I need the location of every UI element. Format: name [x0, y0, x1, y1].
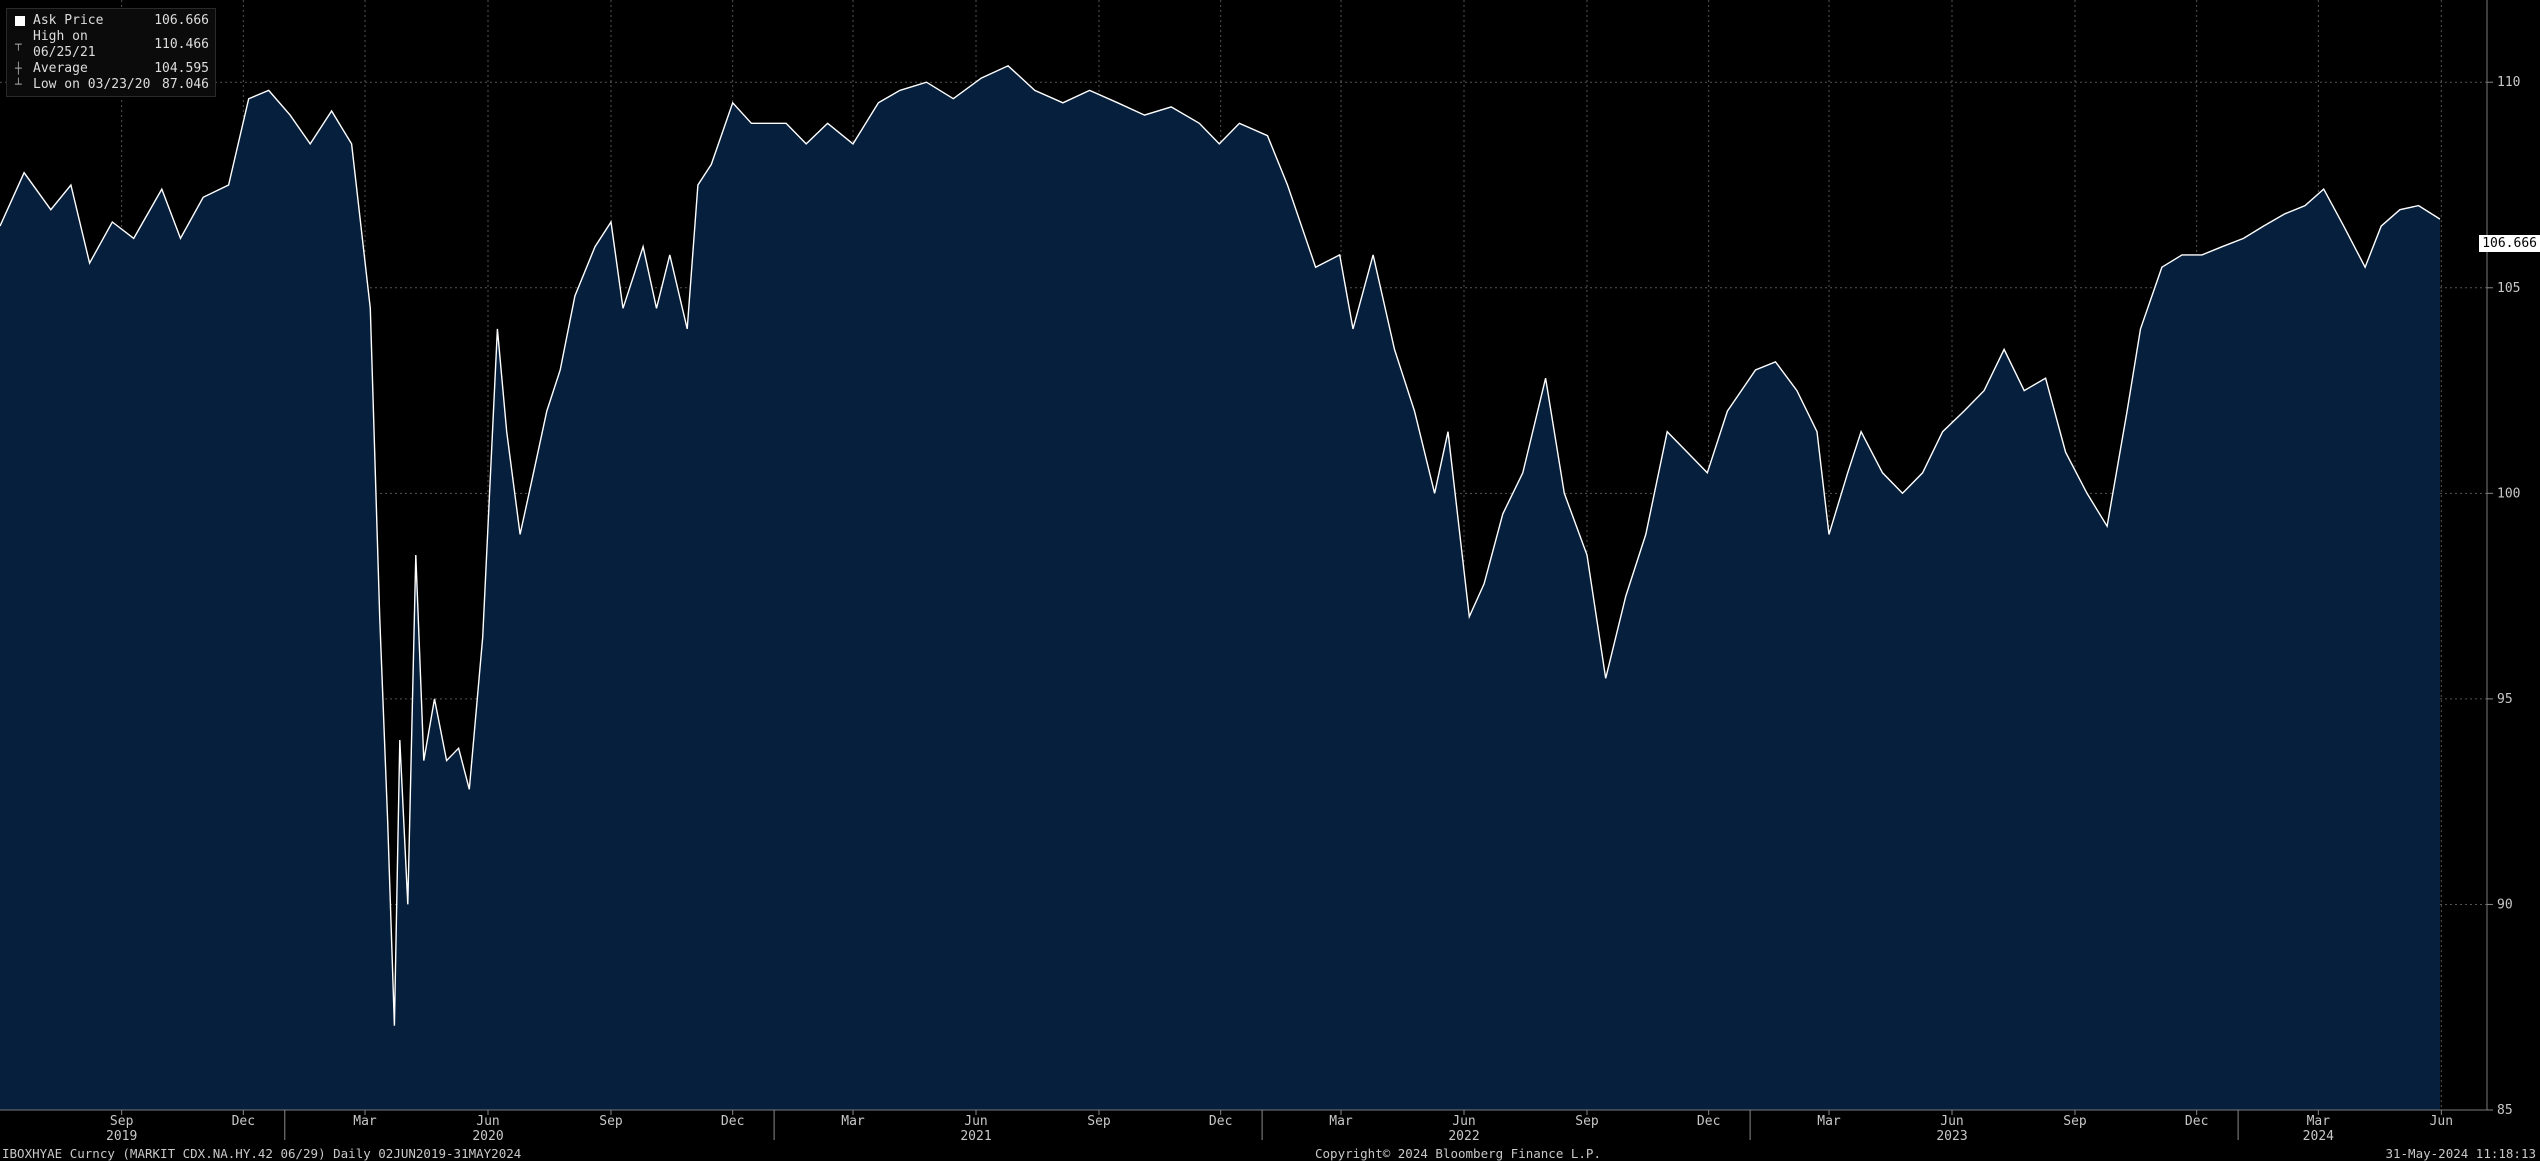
x-tick-label: Jun: [2430, 1114, 2453, 1129]
legend-box: Ask Price 106.666 ┬ High on 06/25/21 110…: [6, 8, 216, 97]
legend-low-label: Low on 03/23/20: [33, 77, 151, 92]
y-tick-label: 105: [2497, 281, 2520, 296]
x-tick-label: Jun: [1452, 1114, 1475, 1129]
legend-row-ask: Ask Price 106.666: [15, 13, 209, 29]
x-tick-label: Mar: [1817, 1114, 1841, 1129]
legend-row-low: ┴ Low on 03/23/20 87.046: [15, 77, 209, 93]
average-marker-icon: ┼: [15, 62, 22, 75]
x-tick-label: Sep: [1087, 1114, 1111, 1129]
x-tick-label: Jun: [964, 1114, 987, 1129]
x-year-label: 2024: [2303, 1129, 2334, 1144]
y-tick-label: 110: [2497, 75, 2520, 90]
legend-avg-value: 104.595: [154, 61, 209, 76]
x-tick-label: Sep: [1575, 1114, 1599, 1129]
legend-ask-label: Ask Price: [33, 13, 104, 28]
x-tick-label: Jun: [1940, 1114, 1963, 1129]
x-tick-label: Mar: [1329, 1114, 1353, 1129]
x-year-label: 2019: [106, 1129, 137, 1144]
legend-low-value: 87.046: [162, 77, 209, 92]
x-year-label: 2020: [472, 1129, 503, 1144]
y-tick-label: 100: [2497, 486, 2520, 501]
x-tick-label: Dec: [721, 1114, 744, 1129]
price-line: [0, 64, 2441, 1026]
legend-ask-value: 106.666: [154, 13, 209, 28]
x-tick-label: Dec: [2185, 1114, 2208, 1129]
x-year-label: 2022: [1448, 1129, 1479, 1144]
x-tick-label: Sep: [110, 1114, 134, 1129]
legend-high-label: High on 06/25/21: [33, 29, 96, 60]
last-value-tag: 106.666: [2479, 235, 2540, 252]
y-tick-label: 95: [2497, 692, 2513, 707]
footer-copyright: Copyright© 2024 Bloomberg Finance L.P.: [1315, 1146, 1601, 1161]
legend-high-value: 110.466: [154, 37, 209, 52]
x-tick-label: Mar: [2307, 1114, 2331, 1129]
x-tick-label: Mar: [841, 1114, 865, 1129]
footer-timestamp: 31-May-2024 11:18:13: [2385, 1146, 2536, 1161]
price-area-fill: [0, 65, 2440, 1110]
x-tick-label: Dec: [1697, 1114, 1720, 1129]
legend-avg-label: Average: [33, 61, 88, 76]
y-tick-label: 90: [2497, 897, 2513, 912]
low-marker-icon: ┴: [15, 78, 22, 91]
x-tick-label: Sep: [2063, 1114, 2087, 1129]
legend-row-high: ┬ High on 06/25/21 110.466: [15, 29, 209, 61]
x-tick-label: Mar: [353, 1114, 377, 1129]
y-axis-ticks: 85 90 95 100 105 110: [2487, 75, 2520, 1118]
high-marker-icon: ┬: [15, 38, 22, 51]
x-tick-label: Sep: [599, 1114, 623, 1129]
x-axis-ticks: Sep Dec Mar Jun Sep Dec Mar Jun Sep Dec Mar Jun Sep D…: [106, 1110, 2453, 1144]
x-year-label: 2023: [1936, 1129, 1967, 1144]
x-tick-label: Dec: [1209, 1114, 1232, 1129]
footer-ticker: IBOXHYAE Curncy (MARKIT CDX.NA.HY.42 06/…: [2, 1146, 522, 1161]
x-tick-label: Jun: [476, 1114, 499, 1129]
x-tick-label: Dec: [232, 1114, 255, 1129]
x-year-label: 2021: [960, 1129, 991, 1144]
y-tick-label: 85: [2497, 1103, 2513, 1118]
legend-row-avg: ┼ Average 104.595: [15, 61, 209, 77]
series-swatch-icon: [15, 16, 25, 26]
